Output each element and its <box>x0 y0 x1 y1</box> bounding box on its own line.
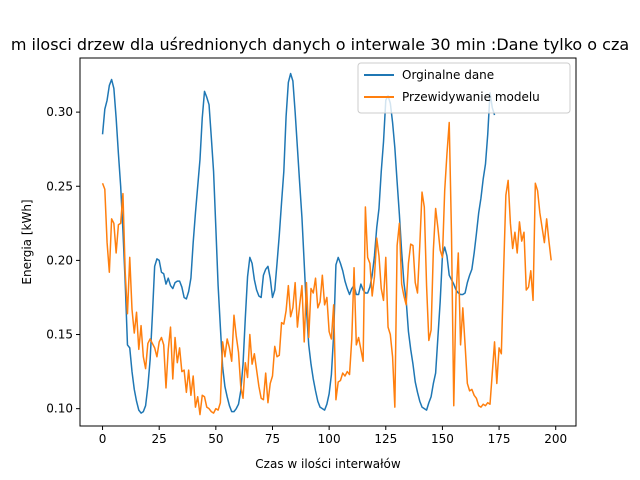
x-tick-label: 0 <box>99 432 107 446</box>
plot-frame <box>79 57 577 427</box>
y-tick-label: 0.30 <box>46 105 73 119</box>
legend: Orginalne dane Przewidywanie modelu <box>357 62 571 114</box>
chart-title: m ilosci drzew dla uśrednionych danych o… <box>11 35 629 54</box>
series-line-orginalne-dane <box>101 72 496 414</box>
legend-label-orginalne-dane: Orginalne dane <box>402 68 494 82</box>
y-tick-label: 0.25 <box>46 179 73 193</box>
x-tick-label: 150 <box>431 432 454 446</box>
x-tick-label: 125 <box>374 432 397 446</box>
series-layer <box>101 72 552 416</box>
x-tick-label: 25 <box>152 432 167 446</box>
legend-label-przewidywanie-modelu: Przewidywanie modelu <box>402 90 540 104</box>
y-axis: 0.10 0.15 0.20 0.25 0.30 <box>46 105 80 416</box>
y-tick-label: 0.15 <box>46 328 73 342</box>
x-tick-label: 50 <box>208 432 223 446</box>
x-axis: 0 25 50 75 100 125 150 175 200 <box>99 426 567 446</box>
x-tick-label: 175 <box>488 432 511 446</box>
y-tick-label: 0.10 <box>46 402 73 416</box>
y-tick-label: 0.20 <box>46 253 73 267</box>
series-line-przewidywanie-modelu <box>101 121 552 416</box>
x-axis-label: Czas w ilości interwałów <box>255 457 401 471</box>
y-axis-label: Energia [kWh] <box>20 199 34 284</box>
x-tick-label: 200 <box>544 432 567 446</box>
x-tick-label: 75 <box>265 432 280 446</box>
x-tick-label: 100 <box>318 432 341 446</box>
legend-box <box>357 62 571 114</box>
